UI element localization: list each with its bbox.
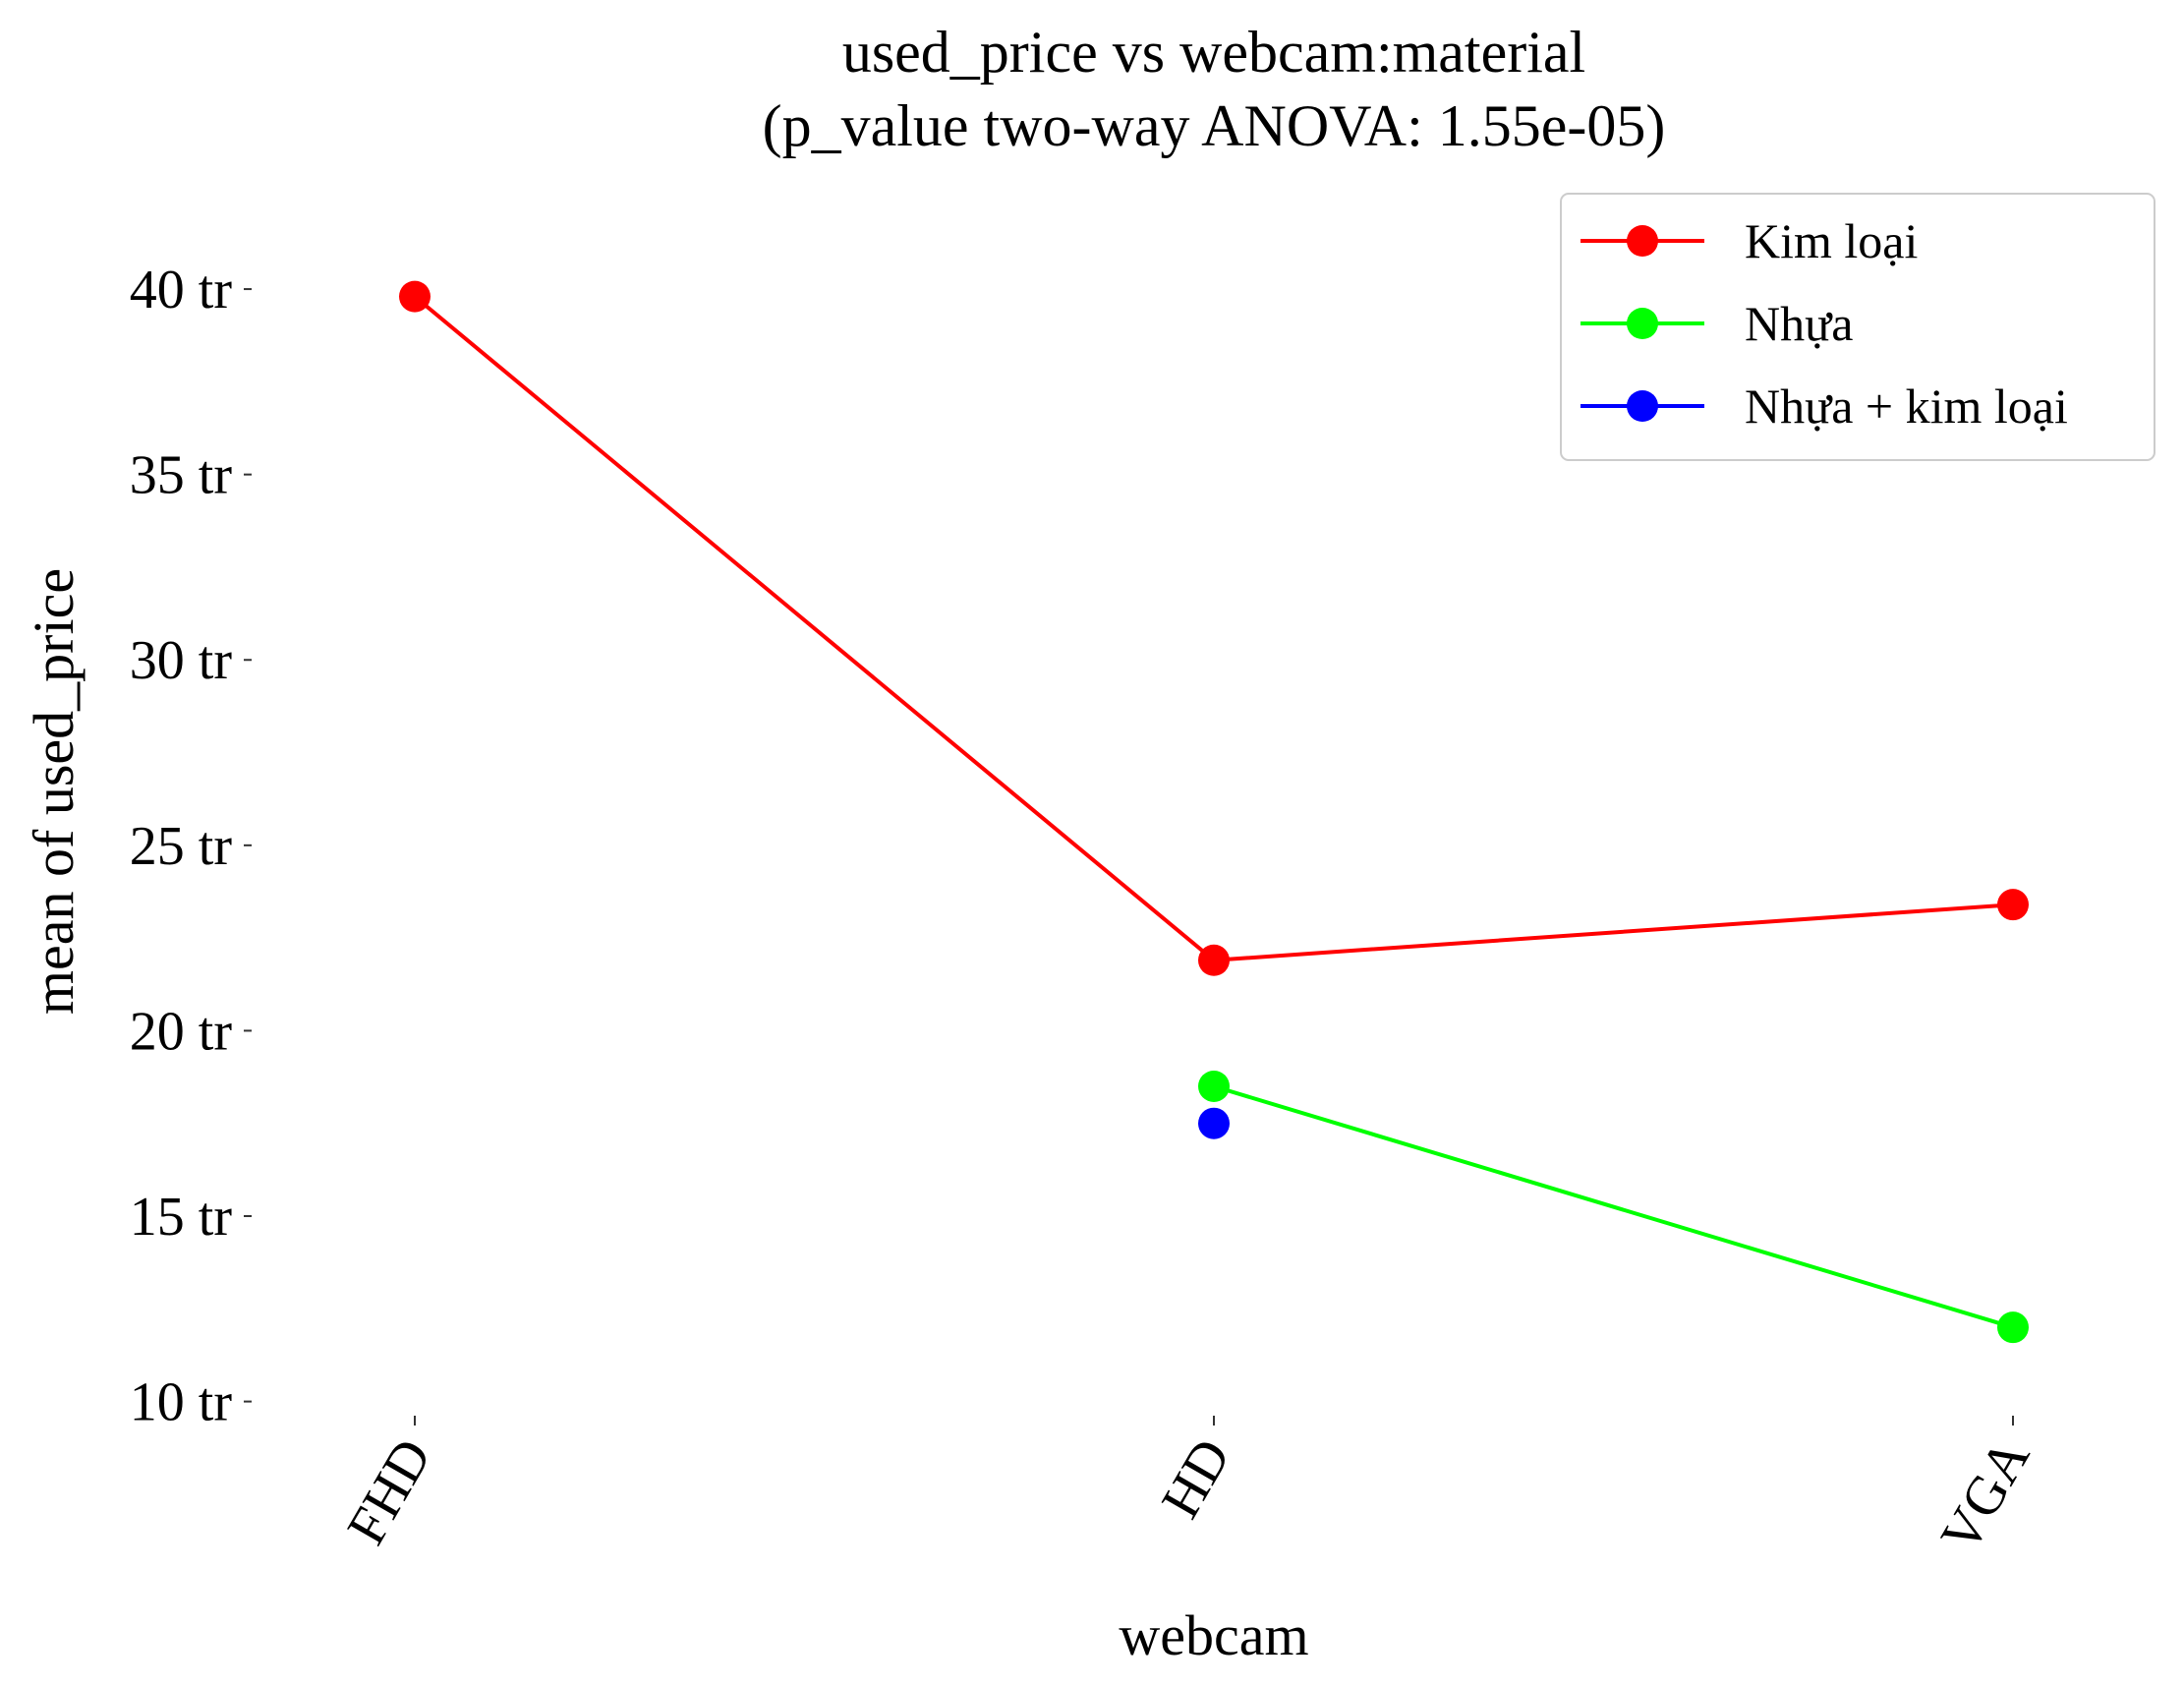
y-tick-label: 25 tr [130,816,233,877]
x-tick-label: VGA [1929,1428,2042,1563]
y-axis: 10 tr 15 tr 20 tr 25 tr 30 tr 35 tr 40 tr [130,260,252,1433]
series-2-point [1997,1311,2029,1344]
legend-swatch-marker [1627,225,1658,257]
legend-frame [1560,193,2155,461]
legend-swatch-marker [1627,308,1658,339]
x-axis-label: webcam [1119,1603,1308,1667]
series-1-point [1997,889,2029,921]
series-2-point [1198,1070,1230,1102]
y-axis-label: mean of used_price [22,568,86,1015]
chart-subtitle: (p_value two-way ANOVA: 1.55e-05) [763,93,1666,158]
y-tick-label: 15 tr [130,1187,233,1248]
y-tick-label: 35 tr [130,445,233,506]
y-tick-label: 10 tr [130,1372,233,1433]
x-tick-label: HD [1150,1429,1242,1529]
series-3-point [1198,1107,1230,1139]
legend-entry-label: Kim loại [1745,213,1918,268]
y-tick-label: 40 tr [130,260,233,320]
y-tick-label: 20 tr [130,1001,233,1062]
series-1-point [399,280,431,313]
x-axis: FHD HD VGA [336,1416,2042,1563]
x-tick-label: FHD [336,1429,444,1555]
legend: Kim loại Nhựa Nhựa + kim loại [1560,193,2155,461]
series-1-point [1198,944,1230,976]
plot-area [399,280,2029,1344]
legend-swatch-marker [1627,390,1658,422]
chart-title: used_price vs webcam:material [842,20,1585,85]
legend-entry-label: Nhựa [1745,296,1853,351]
y-tick-label: 30 tr [130,630,233,691]
legend-entry-label: Nhựa + kim loại [1745,378,2068,434]
series-2-line [1213,1084,2014,1330]
